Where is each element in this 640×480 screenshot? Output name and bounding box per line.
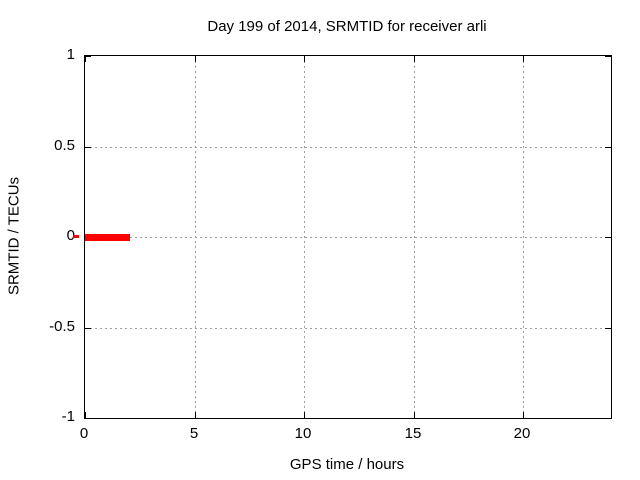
xtick-label-5: 5 xyxy=(189,425,199,442)
xtick-top-20 xyxy=(523,56,524,62)
ytick-left-0.5 xyxy=(85,147,91,148)
gridline-y-0 xyxy=(85,237,611,238)
xtick-top-15 xyxy=(414,56,415,62)
gridline-y--0.5 xyxy=(85,328,611,329)
xtick-top-10 xyxy=(304,56,305,62)
xtick-label-20: 20 xyxy=(513,425,531,442)
ytick-label--0.5: -0.5 xyxy=(49,318,75,335)
ytick-right--0.5 xyxy=(605,328,611,329)
xtick-label-10: 10 xyxy=(294,425,312,442)
xtick-label-15: 15 xyxy=(404,425,422,442)
ytick-right-0 xyxy=(605,237,611,238)
xtick-label-0: 0 xyxy=(79,425,89,442)
xtick-top-5 xyxy=(195,56,196,62)
xtick-bottom-5 xyxy=(195,412,196,418)
ytick-left-1 xyxy=(85,56,91,57)
xtick-bottom-15 xyxy=(414,412,415,418)
series-SRMTID-segment xyxy=(85,234,130,241)
ytick-label-0: 0 xyxy=(66,227,75,244)
ytick-right-1 xyxy=(605,56,611,57)
ytick-left--1 xyxy=(85,418,91,419)
x-axis-label: GPS time / hours xyxy=(289,456,405,473)
ytick-left--0.5 xyxy=(85,328,91,329)
plot-area xyxy=(84,55,612,419)
ytick-label-0.5: 0.5 xyxy=(54,137,75,154)
red-dash-outside-axis xyxy=(73,235,79,238)
xtick-bottom-10 xyxy=(304,412,305,418)
xtick-top-0 xyxy=(85,56,86,62)
xtick-bottom-20 xyxy=(523,412,524,418)
ytick-label-1: 1 xyxy=(66,46,75,63)
xtick-bottom-0 xyxy=(85,412,86,418)
ytick-right-0.5 xyxy=(605,147,611,148)
chart-title: Day 199 of 2014, SRMTID for receiver arl… xyxy=(207,18,487,35)
gridline-y-0.5 xyxy=(85,147,611,148)
ytick-label--1: -1 xyxy=(61,408,75,425)
ytick-right--1 xyxy=(605,418,611,419)
